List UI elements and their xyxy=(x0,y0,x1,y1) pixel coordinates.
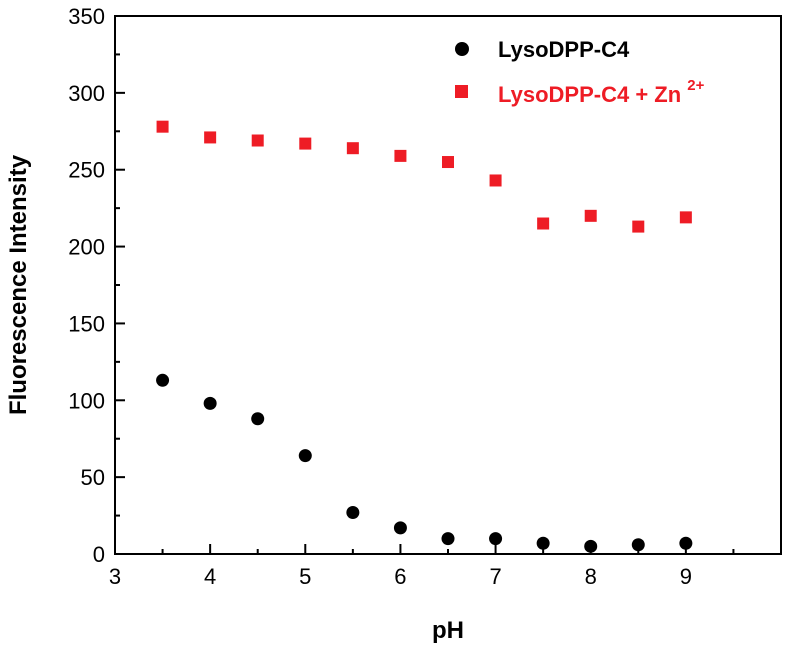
legend-label-series-2: LysoDPP-C4 + Zn 2+ xyxy=(498,77,705,107)
data-point-series-1 xyxy=(156,373,170,387)
y-axis-title: Fluorescence Intensity xyxy=(5,154,32,415)
y-tick-label: 200 xyxy=(68,235,105,260)
data-point-series-1 xyxy=(584,539,598,553)
x-tick-label: 7 xyxy=(489,564,501,589)
data-point-series-1 xyxy=(251,412,265,426)
y-tick-label: 50 xyxy=(81,465,105,490)
data-point-series-1 xyxy=(489,532,503,546)
legend-marker-series-2 xyxy=(455,85,468,98)
data-point-series-1 xyxy=(631,538,645,552)
data-point-series-1 xyxy=(346,505,360,519)
legend-label-series-2-base: LysoDPP-C4 + Zn xyxy=(498,82,681,107)
data-point-series-2 xyxy=(442,156,454,169)
y-tick-label: 300 xyxy=(68,81,105,106)
data-point-series-2 xyxy=(537,217,550,230)
y-tick-label: 100 xyxy=(68,388,105,413)
x-tick-label: 5 xyxy=(299,564,311,589)
x-tick-label: 6 xyxy=(394,564,406,589)
data-marks xyxy=(156,120,693,553)
data-point-series-1 xyxy=(393,521,407,535)
data-point-series-1 xyxy=(203,396,217,410)
data-point-series-1 xyxy=(679,536,693,550)
data-point-series-2 xyxy=(346,142,359,155)
y-tick-label: 350 xyxy=(68,4,105,29)
legend-label-series-1: LysoDPP-C4 xyxy=(498,37,630,62)
data-point-series-2 xyxy=(299,137,312,150)
x-tick-label: 4 xyxy=(204,564,216,589)
data-point-series-1 xyxy=(441,532,455,546)
x-tick-label: 3 xyxy=(109,564,121,589)
x-tick-label: 8 xyxy=(585,564,597,589)
y-tick-label: 150 xyxy=(68,311,105,336)
data-point-series-1 xyxy=(298,449,312,463)
data-point-series-2 xyxy=(394,149,407,162)
legend: LysoDPP-C4 LysoDPP-C4 + Zn 2+ xyxy=(455,37,705,107)
data-point-series-2 xyxy=(632,220,645,233)
data-point-series-2 xyxy=(251,134,264,147)
data-point-series-2 xyxy=(204,131,217,144)
data-point-series-2 xyxy=(679,211,692,224)
x-axis-title: pH xyxy=(432,617,464,644)
legend-label-series-2-superscript: 2+ xyxy=(687,77,704,94)
legend-marker-series-1 xyxy=(455,42,469,56)
y-tick-label: 250 xyxy=(68,158,105,183)
data-point-series-2 xyxy=(584,209,597,222)
data-point-series-2 xyxy=(489,174,502,187)
axis-tick-labels: 3 4 5 6 7 8 9 0 50 100 150 200 250 300 350 xyxy=(68,4,692,589)
y-tick-label: 0 xyxy=(93,542,105,567)
axis-ticks xyxy=(114,15,735,555)
data-point-series-1 xyxy=(536,536,550,550)
data-point-series-2 xyxy=(156,120,169,133)
x-tick-label: 9 xyxy=(680,564,692,589)
